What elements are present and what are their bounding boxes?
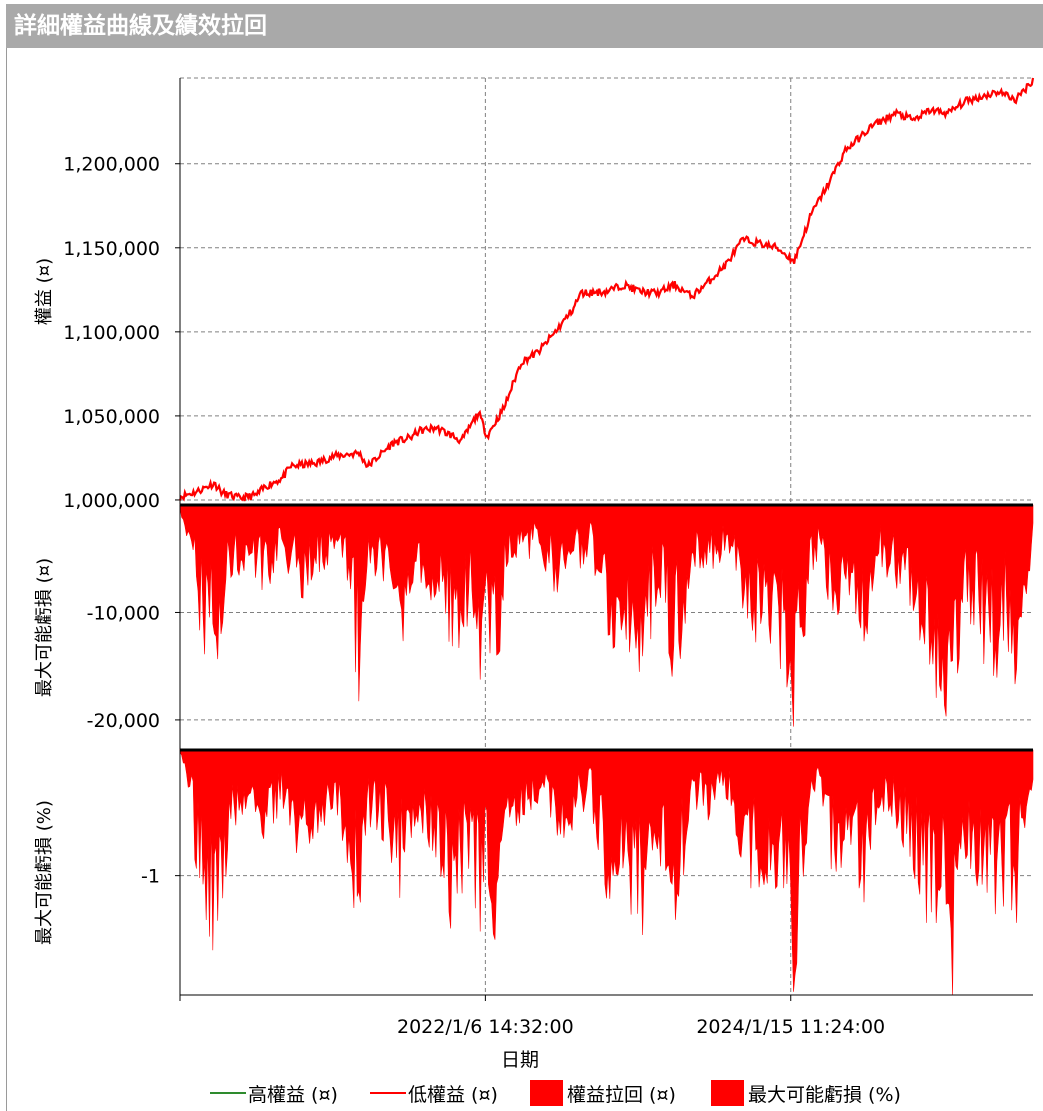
y-tick-label: 1,200,000 (63, 154, 160, 176)
chart-title-bar: 詳細權益曲線及績效拉回 (6, 4, 1043, 48)
y-tick-label: 1,150,000 (63, 238, 160, 260)
legend-item-low-equity[interactable]: 低權益 (¤) (370, 1078, 498, 1108)
window-title: 詳細權益曲線及績效拉回 (14, 13, 267, 39)
drawdown-area-abs (179, 504, 1034, 727)
legend-item-drawdown[interactable]: 權益拉回 (¤) (530, 1078, 676, 1108)
legend-label: 高權益 (¤) (248, 1083, 338, 1106)
chart-frame (6, 48, 1043, 1111)
y-tick-label: 1,100,000 (63, 322, 160, 344)
chart-canvas[interactable]: 1,000,000 1,050,000 1,100,000 1,150,000 1,20… (0, 0, 1043, 1078)
legend-item-max-loss-pct[interactable]: 最大可能虧損 (%) (711, 1078, 901, 1108)
y-tick-label: -10,000 (87, 602, 160, 624)
legend-label: 低權益 (¤) (408, 1083, 498, 1106)
y-tick-label: -1 (141, 866, 160, 888)
legend-box-icon (711, 1080, 744, 1106)
y-tick-label: 1,050,000 (63, 406, 160, 428)
legend-label: 權益拉回 (¤) (567, 1083, 676, 1106)
x-tick-label: 2022/1/6 14:32:00 (397, 1016, 574, 1038)
y-tick-label: 1,000,000 (63, 490, 160, 512)
drawdown-area-pct (179, 749, 1034, 996)
legend-line-icon (370, 1092, 406, 1094)
y-axis-label: 權益 (¤) (34, 258, 55, 325)
y-tick-label: -20,000 (87, 710, 160, 732)
legend-label: 最大可能虧損 (%) (748, 1083, 901, 1106)
y-axis-label: 最大可能虧損 (¤) (34, 558, 55, 697)
y-axis-label: 最大可能虧損 (%) (34, 800, 55, 945)
series-line-low-equity (178, 77, 1035, 502)
x-tick-label: 2024/1/15 11:24:00 (696, 1016, 885, 1038)
legend-line-icon (210, 1092, 246, 1094)
x-axis-label: 日期 (501, 1049, 539, 1071)
legend-item-high-equity[interactable]: 高權益 (¤) (210, 1078, 338, 1108)
legend-box-icon (530, 1080, 563, 1106)
legend: 高權益 (¤) 低權益 (¤) 權益拉回 (¤) 最大可能虧損 (%) (0, 1078, 1043, 1108)
